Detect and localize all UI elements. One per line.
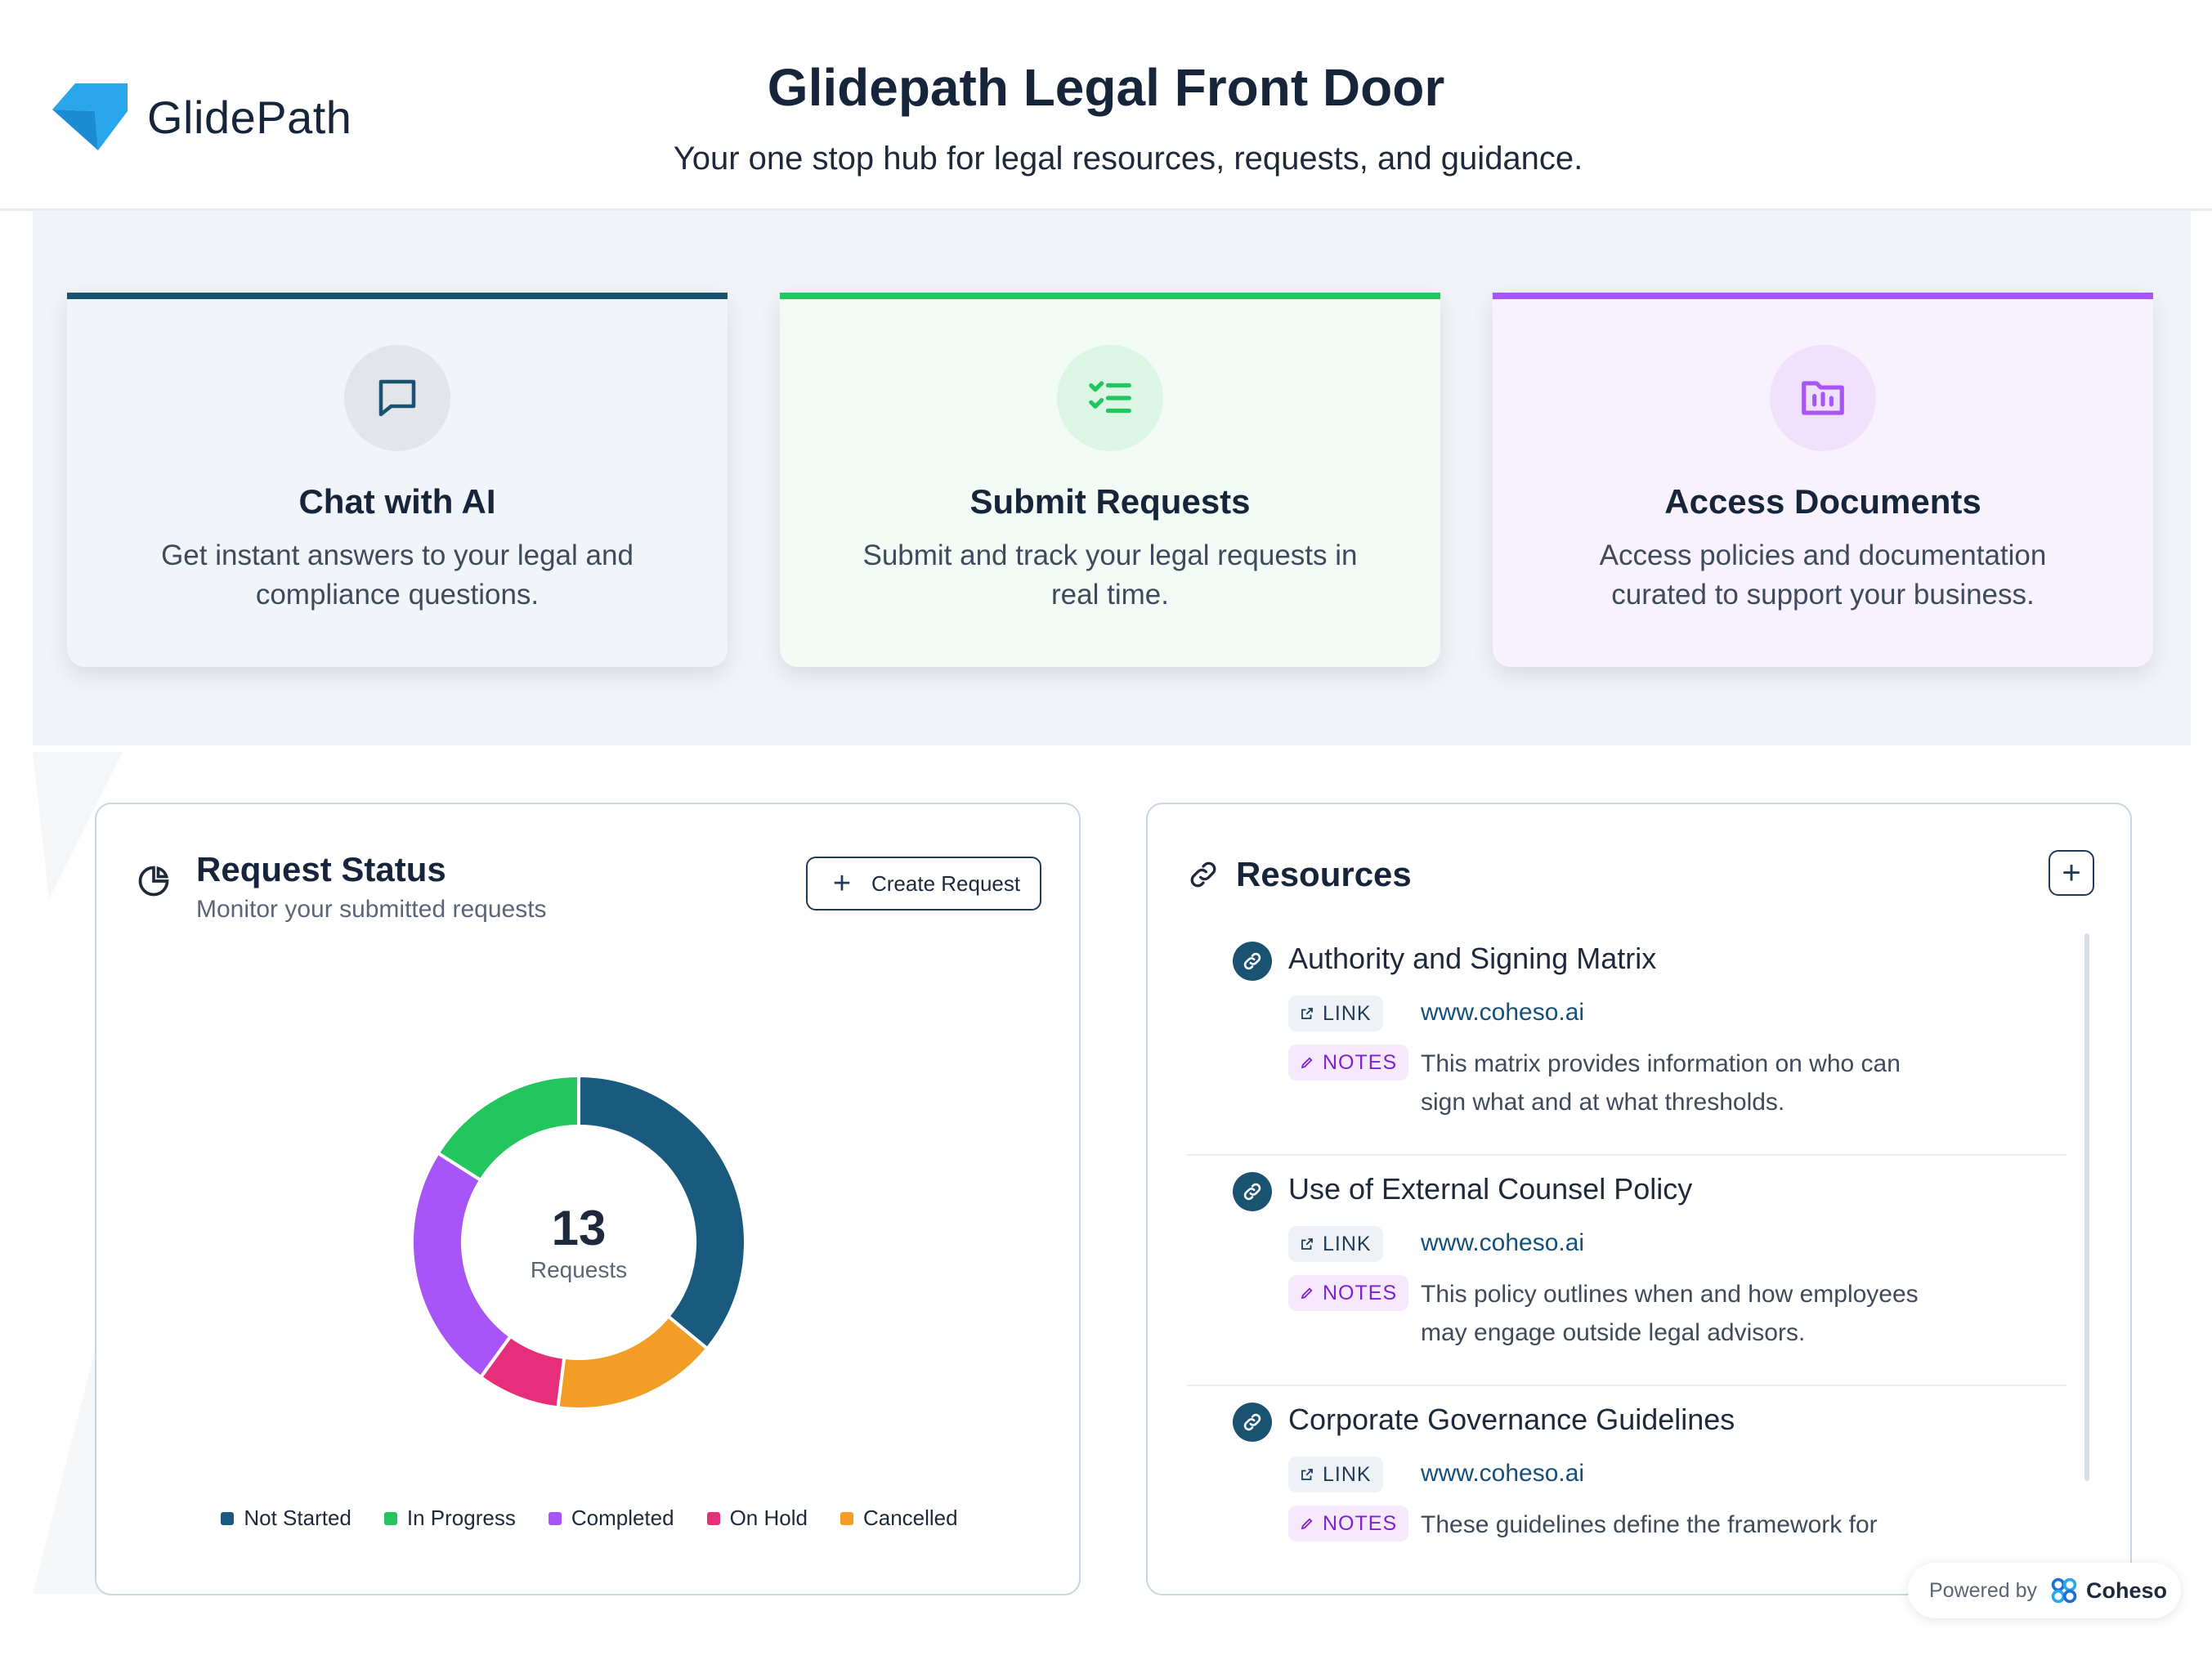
create-request-label: Create Request bbox=[871, 870, 1021, 896]
external-link-icon bbox=[1301, 1008, 1313, 1019]
pencil-icon bbox=[1301, 1287, 1313, 1300]
folder-icon bbox=[1770, 345, 1876, 451]
resource-notes: This policy outlines when and how employ… bbox=[1421, 1281, 1919, 1346]
chart-legend: Not Started In Progress Completed On Hold Ca… bbox=[96, 1506, 1082, 1531]
card-title: Chat with AI bbox=[298, 482, 496, 521]
notes-tag: NOTES bbox=[1288, 1506, 1409, 1541]
brand-logo[interactable]: GlidePath bbox=[52, 77, 352, 157]
pie-chart-icon bbox=[138, 866, 169, 897]
legend-swatch bbox=[383, 1511, 397, 1525]
card-accent-bar bbox=[780, 293, 1440, 299]
card-description: Access policies and documentation curate… bbox=[1599, 539, 2047, 611]
external-link-icon bbox=[1301, 1238, 1313, 1250]
feature-card-documents[interactable]: Access Documents Access policies and doc… bbox=[1493, 293, 2153, 667]
external-link-icon bbox=[1301, 1469, 1313, 1480]
card-title: Submit Requests bbox=[969, 482, 1251, 521]
legend-label: Cancelled bbox=[862, 1506, 958, 1530]
card-accent-bar bbox=[67, 293, 728, 299]
panel-title: Request Status bbox=[196, 850, 446, 888]
resource-name[interactable]: Authority and Signing Matrix bbox=[1288, 942, 1657, 975]
legend-swatch bbox=[221, 1511, 235, 1525]
create-request-button[interactable]: + Create Request bbox=[806, 857, 1041, 911]
legend-item-completed[interactable]: Completed bbox=[548, 1506, 674, 1531]
legend-item-cancelled[interactable]: Cancelled bbox=[840, 1506, 958, 1531]
legend-swatch bbox=[706, 1511, 720, 1525]
pencil-icon bbox=[1301, 1057, 1313, 1069]
resource-list-scrollbar[interactable] bbox=[2084, 933, 2089, 1481]
request-status-panel: Request Status Monitor your submitted re… bbox=[95, 803, 1081, 1595]
page-header: GlidePath Glidepath Legal Front Door You… bbox=[0, 0, 2212, 211]
resource-name[interactable]: Corporate Governance Guidelines bbox=[1288, 1403, 1735, 1436]
resource-list: Authority and Signing Matrix LINK www.co… bbox=[1187, 925, 2066, 1584]
feature-card-chat[interactable]: Chat with AI Get instant answers to your… bbox=[67, 293, 728, 667]
resource-url[interactable]: www.coheso.ai bbox=[1421, 1229, 1585, 1256]
legend-item-not-started[interactable]: Not Started bbox=[221, 1506, 352, 1531]
resource-name[interactable]: Use of External Counsel Policy bbox=[1288, 1172, 1693, 1206]
resource-url[interactable]: www.coheso.ai bbox=[1421, 1460, 1585, 1487]
resource-notes: This matrix provides information on who … bbox=[1421, 1050, 1901, 1116]
legend-label: Completed bbox=[571, 1506, 674, 1530]
donut-total-label: Requests bbox=[530, 1257, 628, 1282]
feature-card-submit[interactable]: Submit Requests Submit and track your le… bbox=[780, 293, 1440, 667]
brand-name: GlidePath bbox=[147, 91, 352, 143]
page-title: Glidepath Legal Front Door bbox=[767, 58, 1445, 117]
panel-subtitle: Monitor your submitted requests bbox=[196, 896, 547, 923]
donut-segment-in-progress[interactable] bbox=[435, 1073, 580, 1183]
checklist-icon bbox=[1057, 345, 1163, 451]
link-icon bbox=[1190, 861, 1216, 888]
powered-by-label: Powered by bbox=[1929, 1578, 2038, 1602]
chat-bubble-icon bbox=[344, 345, 450, 451]
plus-icon: + bbox=[832, 866, 852, 901]
donut-total: 13 bbox=[551, 1201, 607, 1255]
link-tag-label: LINK bbox=[1323, 1001, 1372, 1025]
link-tag-label: LINK bbox=[1323, 1232, 1372, 1255]
card-title: Access Documents bbox=[1664, 482, 1981, 521]
notes-tag: NOTES bbox=[1288, 1045, 1409, 1081]
link-tag: LINK bbox=[1288, 1456, 1383, 1492]
resource-url[interactable]: www.coheso.ai bbox=[1421, 999, 1585, 1026]
link-tag: LINK bbox=[1288, 996, 1383, 1031]
page-subtitle: Your one stop hub for legal resources, r… bbox=[673, 141, 1583, 177]
resource-item[interactable]: Authority and Signing Matrix LINK www.co… bbox=[1187, 925, 2066, 1156]
panel-title: Resources bbox=[1236, 855, 1412, 893]
link-badge-icon bbox=[1233, 1403, 1272, 1442]
card-description: Get instant answers to your legal and co… bbox=[161, 539, 634, 611]
glidepath-logo-icon bbox=[52, 83, 128, 150]
link-tag: LINK bbox=[1288, 1226, 1383, 1262]
legend-label: Not Started bbox=[244, 1506, 352, 1530]
legend-swatch bbox=[840, 1511, 853, 1525]
legend-label: In Progress bbox=[406, 1506, 516, 1530]
vendor-name: Coheso bbox=[2086, 1577, 2168, 1603]
pencil-icon bbox=[1301, 1518, 1313, 1530]
resource-item[interactable]: Use of External Counsel Policy LINK www.… bbox=[1187, 1156, 2066, 1386]
powered-by-badge[interactable]: Powered by Coheso bbox=[1908, 1563, 2181, 1618]
link-tag-label: LINK bbox=[1323, 1462, 1372, 1486]
add-resource-button[interactable]: + bbox=[2049, 850, 2094, 896]
card-accent-bar bbox=[1493, 293, 2153, 299]
link-badge-icon bbox=[1233, 1172, 1272, 1211]
notes-tag-label: NOTES bbox=[1323, 1511, 1398, 1535]
donut-segment-cancelled[interactable] bbox=[556, 1313, 710, 1411]
notes-tag: NOTES bbox=[1288, 1275, 1409, 1311]
resource-notes: These guidelines define the framework fo… bbox=[1421, 1511, 1878, 1538]
link-badge-icon bbox=[1233, 942, 1272, 981]
coheso-logo-icon bbox=[2051, 1577, 2077, 1604]
resources-panel: Resources + Authority and Signing Matrix… bbox=[1146, 803, 2132, 1595]
resource-item[interactable]: Corporate Governance Guidelines LINK www… bbox=[1187, 1386, 2066, 1584]
legend-item-on-hold[interactable]: On Hold bbox=[706, 1506, 808, 1531]
notes-tag-label: NOTES bbox=[1323, 1050, 1398, 1074]
donut-segment-not-started[interactable] bbox=[577, 1073, 747, 1351]
legend-label: On Hold bbox=[729, 1506, 808, 1530]
legend-swatch bbox=[548, 1511, 562, 1525]
legend-item-in-progress[interactable]: In Progress bbox=[383, 1506, 516, 1531]
feature-band: Chat with AI Get instant answers to your… bbox=[33, 211, 2191, 745]
card-description: Submit and track your legal requests in … bbox=[862, 539, 1358, 611]
notes-tag-label: NOTES bbox=[1323, 1281, 1398, 1304]
